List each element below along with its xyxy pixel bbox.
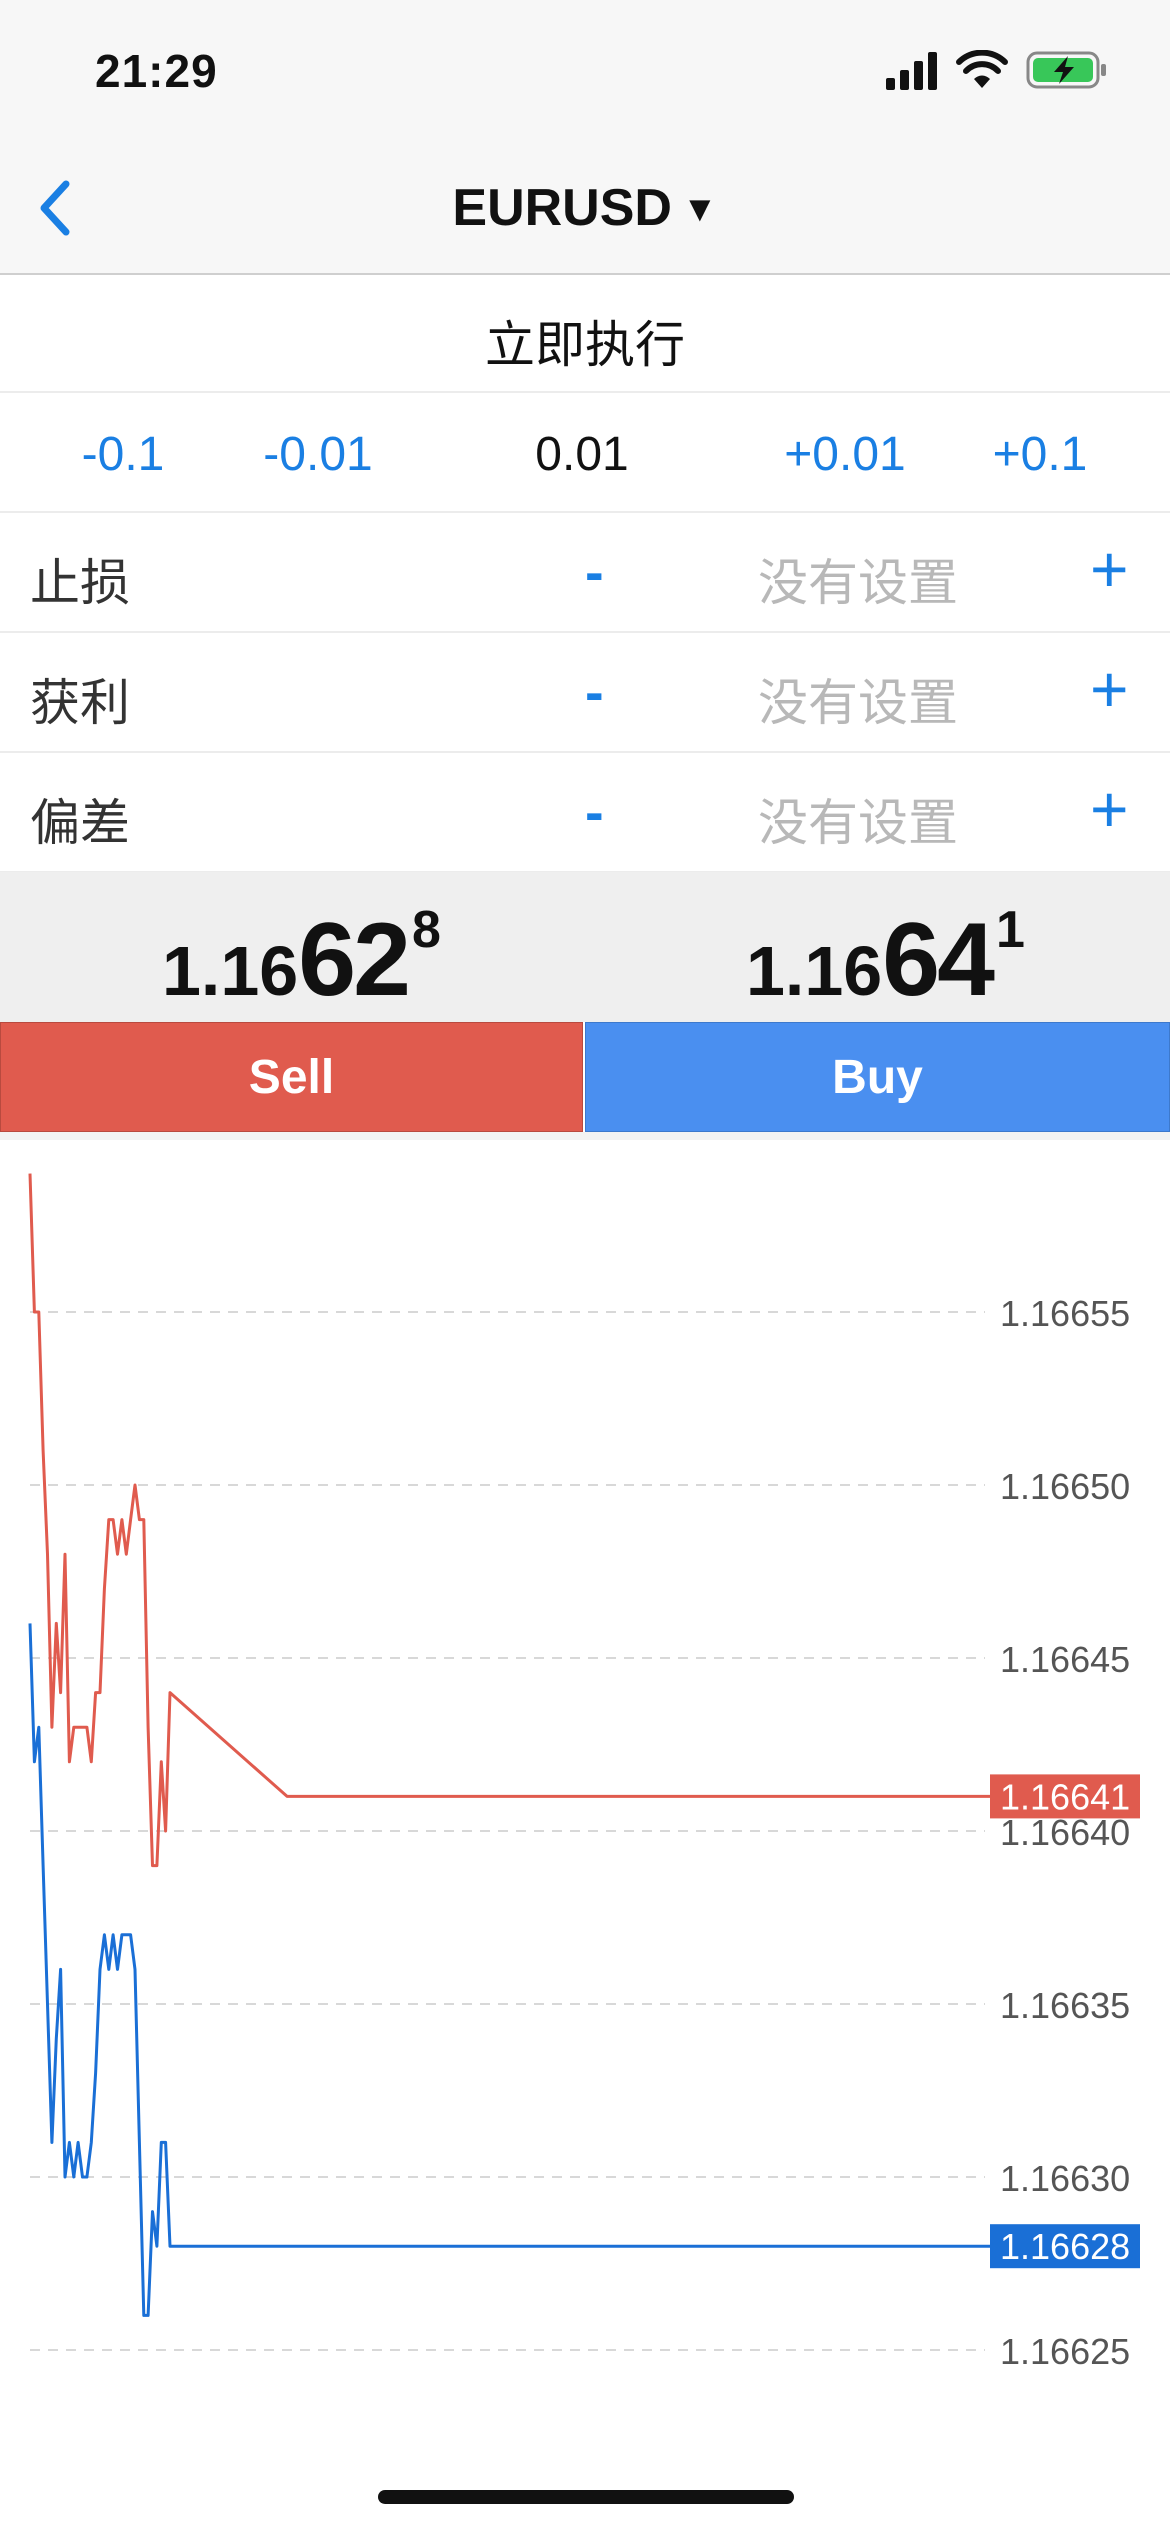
status-time: 21:29 [95,45,218,97]
home-indicator [378,2490,794,2504]
deviation-plus-button[interactable]: + [1090,772,1129,846]
buy-price-fraction: 1 [995,901,1025,959]
take-profit-row: 获利 - 没有设置 + [0,633,1170,753]
take-profit-label: 获利 [30,675,130,731]
execution-mode-label: 立即执行 [485,317,685,373]
sell-price-prefix: 1.16 [162,932,299,1010]
chevron-left-icon [40,180,70,236]
sell-button[interactable]: Sell [0,1022,583,1132]
y-tick-label: 1.16625 [1000,2331,1130,2372]
volume-increase-0.1-button[interactable]: +0.1 [992,428,1088,481]
buy-button[interactable]: Buy [585,1022,1170,1132]
back-button[interactable] [20,168,100,248]
last-price-label: 1.16628 [1000,2226,1130,2267]
last-price-label: 1.16641 [1000,1776,1130,1817]
y-tick-label: 1.16645 [1000,1639,1130,1680]
y-tick-label: 1.16635 [1000,1985,1130,2026]
stop-loss-minus-button[interactable]: - [585,540,604,603]
execution-mode-row[interactable]: 立即执行 [0,275,1170,393]
sell-price-pips: 62 [298,902,411,1018]
status-bar: 21:29 [0,0,1170,140]
deviation-row: 偏差 - 没有设置 + [0,753,1170,873]
nav-bar: EURUSD ▼ [0,140,1170,275]
last-price-marker [990,2224,1140,2269]
sell-price-fraction: 8 [411,901,441,959]
buy-price: 1.16641 [746,900,1025,1020]
battery-charging-icon [1026,51,1106,89]
price-band: 1.16628 1.16641 [0,872,1170,1022]
take-profit-minus-button[interactable]: - [585,660,604,723]
y-tick-label: 1.16650 [1000,1466,1130,1507]
stop-loss-row: 止损 - 没有设置 + [0,513,1170,633]
deviation-minus-button[interactable]: - [585,780,604,843]
y-tick-label: 1.16640 [1000,1812,1130,1853]
y-tick-label: 1.16655 [1000,1293,1130,1334]
symbol-title: EURUSD [452,179,672,237]
volume-row: -0.1 -0.01 0.01 +0.01 +0.1 [0,393,1170,513]
deviation-label: 偏差 [30,795,130,851]
wifi-icon [956,50,1008,88]
cellular-signal-icon [886,52,937,90]
volume-decrease-0.1-button[interactable]: -0.1 [81,428,165,481]
buy-price-pips: 64 [882,902,995,1018]
series-line [28,1623,990,2317]
stop-loss-plus-button[interactable]: + [1090,532,1129,606]
y-tick-label: 1.16630 [1000,2158,1130,2199]
caret-down-icon: ▼ [681,188,718,229]
tick-chart: 1.16655 1.16650 1.16645 1.16640 1.16635 1.166… [28,1173,1140,2372]
buy-price-prefix: 1.16 [746,932,883,1010]
volume-value[interactable]: 0.01 [535,428,629,481]
sell-price: 1.16628 [162,900,441,1020]
last-price-marker [990,1774,1140,1819]
take-profit-value[interactable]: 没有设置 [758,675,958,731]
deviation-value[interactable]: 没有设置 [758,795,958,851]
take-profit-plus-button[interactable]: + [1090,652,1129,726]
stop-loss-value[interactable]: 没有设置 [758,555,958,611]
symbol-selector[interactable]: EURUSD ▼ [0,178,1170,238]
series-line [28,1173,990,1868]
volume-decrease-0.01-button[interactable]: -0.01 [263,428,373,481]
volume-increase-0.01-button[interactable]: +0.01 [784,428,906,481]
stop-loss-label: 止损 [30,555,130,611]
divider [0,1132,1170,1140]
